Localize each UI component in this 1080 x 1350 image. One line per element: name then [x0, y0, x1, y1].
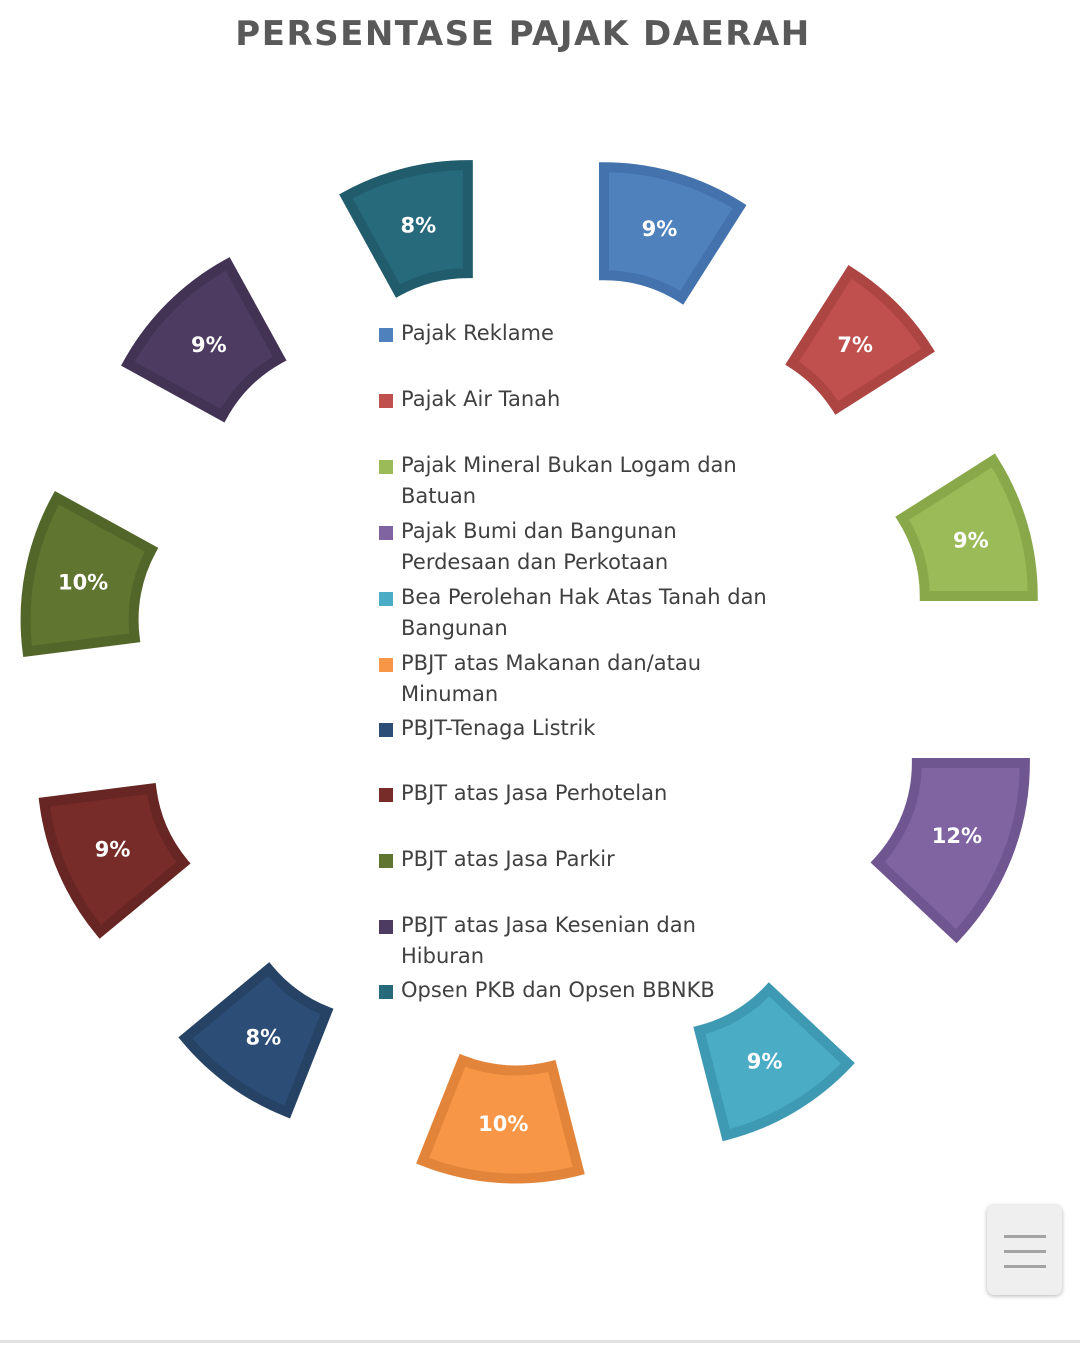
legend-swatch	[379, 920, 393, 934]
legend-swatch	[379, 854, 393, 868]
legend-item[interactable]: Pajak Mineral Bukan Logam dan Batuan	[379, 450, 801, 512]
legend-swatch	[379, 328, 393, 342]
data-label: 9%	[642, 217, 678, 241]
slice-9[interactable]	[20, 490, 159, 657]
legend-swatch	[379, 788, 393, 802]
legend-label: Pajak Bumi dan Bangunan	[401, 519, 677, 543]
slice-4[interactable]	[870, 757, 1030, 944]
legend-label: PBJT atas Jasa Perhotelan	[401, 781, 668, 805]
data-label: 9%	[191, 333, 227, 357]
data-label: 8%	[246, 1026, 282, 1050]
legend-label: Minuman	[401, 682, 499, 706]
legend-label: Bea Perolehan Hak Atas Tanah dan	[401, 585, 767, 609]
legend-label: Batuan	[401, 484, 476, 508]
legend-label: PBJT atas Makanan dan/atau	[401, 651, 702, 675]
legend-swatch	[379, 394, 393, 408]
divider	[0, 1340, 1080, 1343]
data-label: 10%	[478, 1112, 528, 1136]
legend-swatch	[379, 985, 393, 999]
legend-label: PBJT atas Jasa Kesenian dan	[401, 913, 696, 937]
data-label: 7%	[837, 333, 873, 357]
data-label: 10%	[58, 570, 108, 594]
legend-label: PBJT-Tenaga Listrik	[401, 716, 596, 740]
legend-label: Opsen PKB dan Opsen BBNKB	[401, 978, 715, 1002]
slice-8[interactable]	[38, 783, 191, 939]
slice-11[interactable]	[339, 160, 473, 298]
legend-item[interactable]: PBJT atas Jasa Kesenian dan Hiburan	[379, 910, 801, 972]
slice-6[interactable]	[416, 1053, 585, 1184]
slice-2[interactable]	[785, 265, 935, 415]
slice-5[interactable]	[693, 982, 855, 1142]
legend-item[interactable]: PBJT atas Jasa Perhotelan	[379, 778, 801, 809]
legend-label: Pajak Mineral Bukan Logam dan	[401, 453, 737, 477]
legend-item[interactable]: Bea Perolehan Hak Atas Tanah dan Bangunan	[379, 582, 801, 644]
legend-item[interactable]: PBJT-Tenaga Listrik	[379, 713, 801, 744]
legend-label: Bangunan	[401, 616, 508, 640]
legend-label: Perdesaan dan Perkotaan	[401, 550, 669, 574]
slice-7[interactable]	[178, 962, 334, 1119]
legend-label: Hiburan	[401, 944, 485, 968]
data-label: 8%	[401, 213, 437, 237]
legend-swatch	[379, 723, 393, 737]
legend-label: Pajak Air Tanah	[401, 387, 561, 411]
legend-swatch	[379, 460, 393, 474]
chart-menu-button[interactable]	[987, 1205, 1062, 1295]
legend-swatch	[379, 526, 393, 540]
legend-item[interactable]: PBJT atas Jasa Parkir	[379, 844, 801, 875]
legend-swatch	[379, 658, 393, 672]
slice-1[interactable]	[598, 162, 747, 305]
legend-item[interactable]: Pajak Bumi dan Bangunan Perdesaan dan Per…	[379, 516, 801, 578]
data-label: 9%	[747, 1049, 783, 1073]
legend-item[interactable]: PBJT atas Makanan dan/atau Minuman	[379, 648, 801, 710]
data-label: 9%	[95, 837, 131, 861]
data-label: 12%	[932, 824, 982, 848]
chart-title: PERSENTASE PAJAK DAERAH	[235, 14, 811, 54]
legend-item[interactable]: Opsen PKB dan Opsen BBNKB	[379, 975, 801, 1006]
legend-swatch	[379, 592, 393, 606]
slice-3[interactable]	[895, 453, 1038, 602]
slice-10[interactable]	[121, 257, 287, 423]
legend-item[interactable]: Pajak Reklame	[379, 318, 801, 349]
legend-label: PBJT atas Jasa Parkir	[401, 847, 615, 871]
data-label: 9%	[953, 529, 989, 553]
legend-item[interactable]: Pajak Air Tanah	[379, 384, 801, 415]
legend-label: Pajak Reklame	[401, 321, 554, 345]
